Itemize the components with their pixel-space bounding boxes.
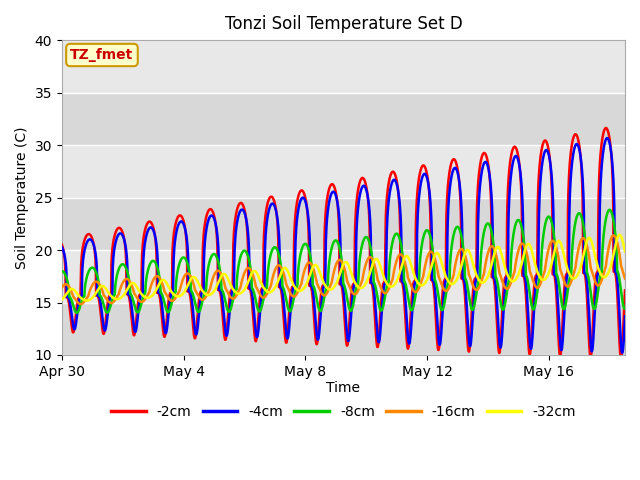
-2cm <box>602 125 610 131</box>
Line: -16cm: -16cm <box>62 235 625 304</box>
-32cm <box>393 278 401 284</box>
Bar <box>62 250 625 302</box>
-32cm <box>621 249 629 254</box>
-32cm <box>495 244 502 250</box>
-2cm <box>88 236 96 241</box>
-8cm <box>495 287 502 292</box>
-16cm <box>58 285 66 290</box>
-8cm <box>364 236 372 241</box>
-8cm <box>333 238 340 244</box>
Text: TZ_fmet: TZ_fmet <box>70 48 134 62</box>
X-axis label: Time: Time <box>326 382 360 396</box>
-16cm <box>172 295 179 300</box>
-2cm <box>364 192 371 198</box>
Legend: -2cm, -4cm, -8cm, -16cm, -32cm: -2cm, -4cm, -8cm, -16cm, -32cm <box>105 400 582 425</box>
Line: -8cm: -8cm <box>62 210 625 313</box>
-8cm <box>172 289 179 295</box>
-16cm <box>621 276 629 282</box>
-2cm <box>332 192 340 198</box>
-2cm <box>393 177 401 183</box>
-2cm <box>621 288 629 293</box>
-8cm <box>89 265 97 271</box>
-4cm <box>88 239 96 244</box>
-4cm <box>604 135 611 141</box>
-2cm <box>172 222 179 228</box>
-32cm <box>364 276 372 282</box>
Bar <box>62 302 625 355</box>
-4cm <box>172 236 179 241</box>
-16cm <box>333 260 340 266</box>
-4cm <box>364 192 371 198</box>
-8cm <box>621 306 629 312</box>
-4cm <box>332 194 340 200</box>
-16cm <box>495 264 502 270</box>
Bar <box>62 93 625 145</box>
-16cm <box>393 257 401 263</box>
Bar <box>62 198 625 250</box>
Bar <box>62 40 625 93</box>
-16cm <box>364 256 372 262</box>
-8cm <box>393 231 401 237</box>
-16cm <box>89 282 97 288</box>
-32cm <box>333 280 340 286</box>
-4cm <box>618 350 626 356</box>
-2cm <box>494 343 502 349</box>
-4cm <box>621 313 629 319</box>
-8cm <box>58 268 66 274</box>
-4cm <box>58 244 66 250</box>
-2cm <box>617 356 625 362</box>
-32cm <box>89 295 97 300</box>
-32cm <box>616 232 623 238</box>
Bar <box>62 145 625 198</box>
-32cm <box>83 298 90 303</box>
-16cm <box>610 232 618 238</box>
-8cm <box>73 310 81 316</box>
Line: -32cm: -32cm <box>62 235 625 300</box>
Line: -2cm: -2cm <box>62 128 625 359</box>
Title: Tonzi Soil Temperature Set D: Tonzi Soil Temperature Set D <box>225 15 462 33</box>
-2cm <box>58 242 66 248</box>
Y-axis label: Soil Temperature (C): Soil Temperature (C) <box>15 126 29 269</box>
Line: -4cm: -4cm <box>62 138 625 353</box>
-8cm <box>606 207 614 213</box>
-16cm <box>77 301 84 307</box>
-4cm <box>393 180 401 186</box>
-32cm <box>172 293 179 299</box>
-32cm <box>58 297 66 302</box>
-4cm <box>494 321 502 327</box>
